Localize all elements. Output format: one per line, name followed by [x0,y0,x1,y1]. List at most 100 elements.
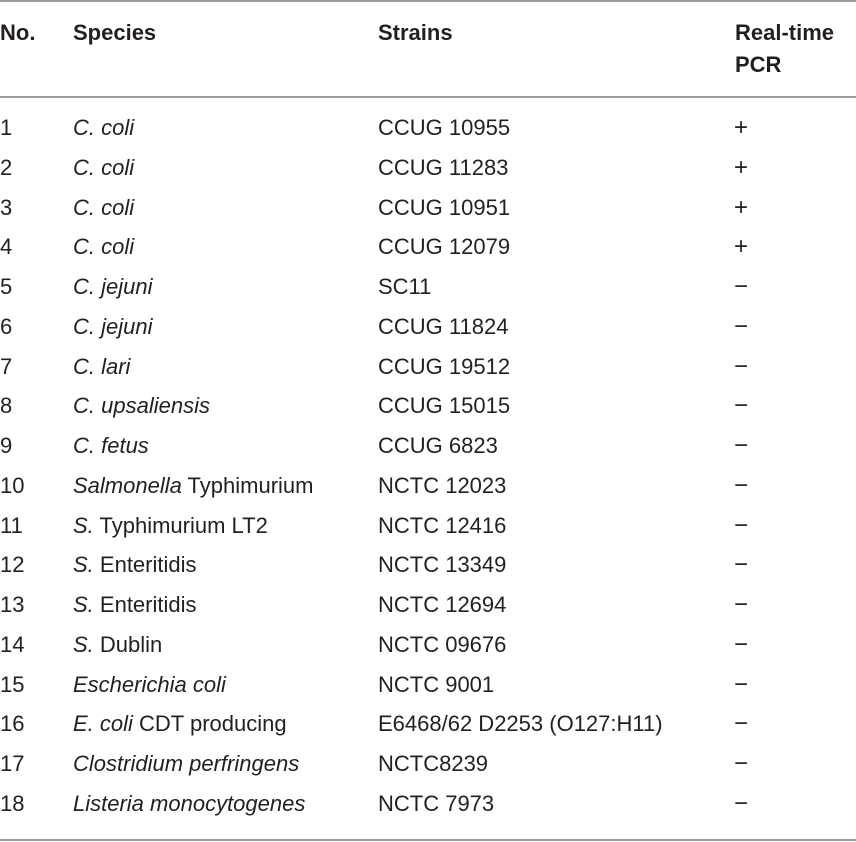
table-row: 12 S. Enteritidis NCTC 13349 − [0,545,856,585]
row-number: 12 [0,552,25,578]
row-number: 16 [0,711,25,737]
table-row: 6 C. jejuni CCUG 11824 − [0,307,856,347]
species-plain: Typhimurium [181,472,314,498]
species-cell: S. Enteritidis [73,545,197,585]
species-cell: S. Typhimurium LT2 [73,506,268,546]
species-italic: Escherichia coli [73,671,226,697]
species-cell: Listeria monocytogenes [73,784,305,824]
header-strains: Strains [378,20,453,45]
species-cell: C. coli [73,188,134,228]
species-cell: C. coli [73,108,134,148]
strain-cell: CCUG 12079 [378,234,511,260]
table-row: 3 C. coli CCUG 10951 + [0,188,856,228]
table-bottom-rule [0,839,856,841]
header-no: No. [0,20,36,45]
species-italic: Listeria monocytogenes [73,790,306,816]
row-number: 18 [0,790,25,816]
table-row: 1 C. coli CCUG 10955 + [0,108,856,148]
strain-cell: NCTC 9001 [378,671,495,697]
species-cell: S. Enteritidis [73,585,197,625]
strain-cell: CCUG 15015 [378,393,511,419]
table-row: 9 C. fetus CCUG 6823 − [0,426,856,466]
species-italic: C. coli [73,115,135,140]
species-italic: S. [73,512,94,538]
species-italic: C. jejuni [73,313,153,339]
species-italic: C. lari [73,353,131,379]
species-cell: C. fetus [73,426,149,466]
header-pcr-line2: PCR [735,52,782,77]
pcr-result: − [734,312,749,340]
species-cell: E. coli CDT producing [73,704,287,744]
species-cell: C. jejuni [73,267,152,307]
species-italic: C. jejuni [73,274,153,300]
row-number: 2 [0,154,13,180]
pcr-result: − [734,750,749,778]
strain-cell: NCTC8239 [378,751,489,777]
strain-cell: SC11 [378,274,432,300]
species-italic: C. upsaliensis [73,393,210,419]
species-italic: S. [73,631,94,657]
header-bottom-rule [0,96,856,98]
strain-cell: CCUG 11824 [378,313,509,339]
row-number: 15 [0,671,25,697]
table-row: 10 Salmonella Typhimurium NCTC 12023 − [0,466,856,506]
pcr-result: − [734,789,749,817]
row-number: 3 [0,194,13,220]
pcr-result: − [734,432,749,460]
table-row: 11 S. Typhimurium LT2 NCTC 12416 − [0,506,856,546]
species-italic: C. coli [73,194,135,220]
species-italic: E. coli [73,711,133,737]
strain-cell: NCTC 09676 [378,631,507,657]
row-number: 9 [0,433,13,459]
species-plain: Enteritidis [93,552,197,578]
pcr-result: − [734,471,749,499]
species-italic: C. coli [73,154,135,180]
species-italic: S. [73,552,94,578]
species-cell: C. coli [73,148,134,188]
pcr-result: − [734,273,749,301]
table-row: 8 C. upsaliensis CCUG 15015 − [0,386,856,426]
strain-cell: CCUG 10955 [378,115,511,140]
species-cell: Salmonella Typhimurium [73,466,313,506]
header-pcr-line1: Real-time [735,20,835,45]
row-number: 11 [0,512,23,538]
row-number: 1 [0,115,13,140]
strain-cell: E6468/62 D2253 (O127:H11) [378,711,663,737]
table-row: 14 S. Dublin NCTC 09676 − [0,625,856,665]
species-plain: CDT producing [132,711,287,737]
row-number: 7 [0,353,13,379]
table-row: 13 S. Enteritidis NCTC 12694 − [0,585,856,625]
species-cell: C. lari [73,347,130,387]
row-number: 6 [0,313,13,339]
pcr-result: + [734,193,749,221]
species-cell: Clostridium perfringens [73,744,299,784]
pcr-result: − [734,630,749,658]
row-number: 5 [0,274,13,300]
species-italic: C. coli [73,234,135,260]
species-italic: C. fetus [73,433,149,459]
species-italic: Clostridium perfringens [73,751,300,777]
table-row: 4 C. coli CCUG 12079 + [0,227,856,267]
species-cell: Escherichia coli [73,665,226,705]
strain-cell: NCTC 13349 [378,552,507,578]
table-row: 5 C. jejuni SC11 − [0,267,856,307]
strain-cell: NCTC 12694 [378,592,507,618]
table-row: 16 E. coli CDT producing E6468/62 D2253 (O… [0,704,856,744]
species-plain: Typhimurium LT2 [93,512,268,538]
species-cell: C. coli [73,227,134,267]
species-plain: Enteritidis [93,592,197,618]
pcr-result: − [734,352,749,380]
strain-cell: NCTC 7973 [378,790,495,816]
pcr-result: − [734,392,749,420]
pcr-result: − [734,551,749,579]
pcr-result: − [734,511,749,539]
row-number: 14 [0,631,25,657]
species-italic: S. [73,592,94,618]
strain-cell: CCUG 11283 [378,154,509,180]
species-cell: C. upsaliensis [73,386,210,426]
table-top-rule [0,0,856,2]
row-number: 10 [0,472,25,498]
row-number: 17 [0,751,25,777]
table-row: 7 C. lari CCUG 19512 − [0,347,856,387]
